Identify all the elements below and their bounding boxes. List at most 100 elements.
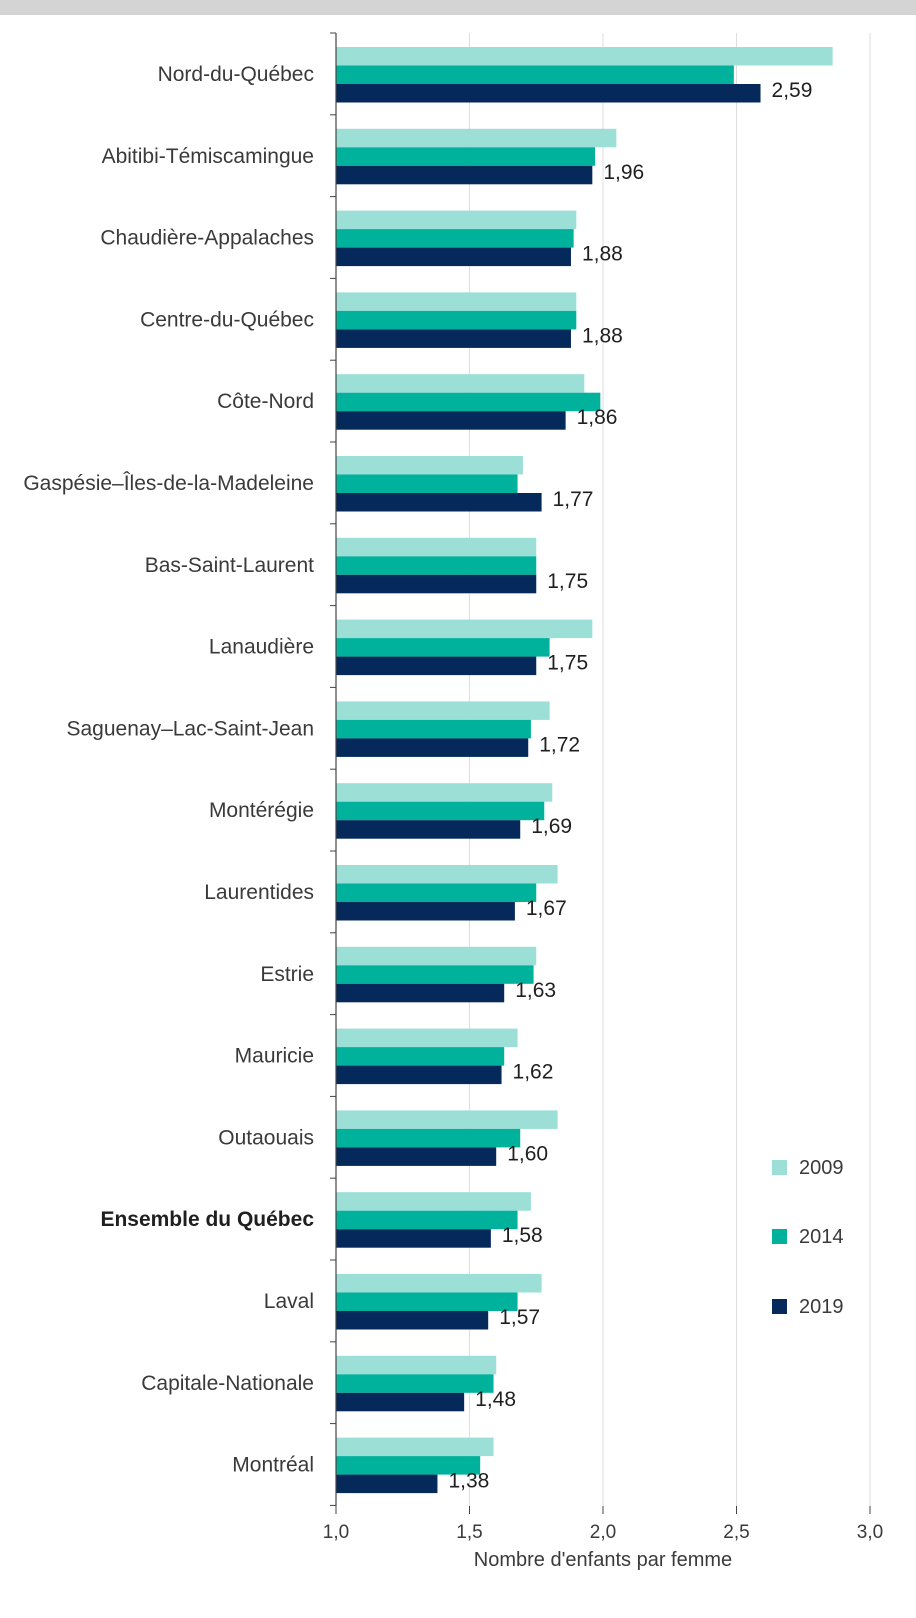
bar-2014	[336, 1456, 481, 1475]
bar-2009	[336, 783, 553, 802]
category-label: Laval	[264, 1290, 314, 1313]
bar-2014	[336, 1128, 521, 1148]
category-label: Laurentides	[204, 881, 314, 904]
category-label: Estrie	[260, 963, 314, 986]
bar-2009	[336, 47, 833, 66]
category-label: Gaspésie–Îles-de-la-Madeleine	[23, 472, 314, 495]
x-tick-label: 2,0	[590, 1522, 616, 1543]
bar-2019	[336, 411, 566, 430]
bar-2009	[336, 210, 577, 230]
legend-label: 2009	[799, 1157, 844, 1179]
bar-2009	[336, 1437, 494, 1457]
bar-2009	[336, 292, 577, 311]
value-label: 1,96	[603, 161, 644, 184]
bar-2009	[336, 374, 585, 393]
value-label: 1,88	[582, 324, 623, 347]
bar-2009	[336, 701, 550, 720]
bar-2009	[336, 1274, 542, 1293]
bar-2014	[336, 556, 537, 575]
bar-2019	[336, 1229, 491, 1248]
bar-2009	[336, 865, 558, 884]
category-label: Lanaudière	[209, 636, 314, 659]
category-label: Saguenay–Lac-Saint-Jean	[66, 717, 314, 740]
bar-2019	[336, 84, 761, 103]
category-label: Nord-du-Québec	[158, 63, 314, 86]
bar-2009	[336, 456, 523, 475]
category-label: Bas-Saint-Laurent	[145, 554, 314, 577]
value-label: 1,58	[502, 1224, 543, 1247]
bar-2009	[336, 1355, 497, 1375]
x-tick-label: 2,5	[723, 1522, 749, 1543]
value-label: 1,67	[526, 897, 567, 920]
legend-swatch-2009	[772, 1160, 787, 1175]
value-label: 1,60	[507, 1142, 548, 1165]
category-label: Outaouais	[218, 1126, 314, 1149]
category-label: Chaudière-Appalaches	[100, 227, 314, 250]
value-label: 1,48	[475, 1388, 516, 1411]
bar-2019	[336, 1474, 438, 1494]
bar-2019	[336, 574, 537, 594]
x-tick-label: 1,5	[456, 1522, 482, 1543]
value-label: 1,72	[539, 733, 580, 756]
category-label: Montréal	[232, 1454, 314, 1477]
bar-2009	[336, 619, 593, 639]
x-axis-title: Nombre d'enfants par femme	[474, 1549, 732, 1571]
bar-2014	[336, 638, 550, 657]
bar-2014	[336, 1292, 518, 1311]
value-label: 1,38	[448, 1470, 489, 1493]
value-label: 1,62	[513, 1061, 554, 1084]
bar-2009	[336, 1192, 531, 1211]
bar-2014	[336, 883, 537, 902]
bar-2019	[336, 493, 542, 512]
category-label: Ensemble du Québec	[100, 1208, 314, 1231]
category-label: Capitale-Nationale	[141, 1372, 314, 1395]
value-label: 1,57	[499, 1306, 540, 1329]
category-label: Côte-Nord	[217, 390, 314, 413]
bar-2014	[336, 1210, 518, 1230]
bar-2014	[336, 65, 734, 84]
category-label: Abitibi-Témiscamingue	[102, 145, 314, 168]
bar-2014	[336, 1047, 505, 1066]
bar-2009	[336, 537, 537, 557]
legend-swatch-2014	[772, 1229, 787, 1244]
bar-2019	[336, 329, 571, 348]
value-label: 1,69	[531, 815, 572, 838]
legend-label: 2019	[799, 1296, 844, 1318]
bar-2019	[336, 1147, 497, 1166]
bar-2019	[336, 1392, 465, 1412]
bar-2019	[336, 983, 505, 1003]
value-label: 1,86	[577, 406, 618, 429]
bar-2014	[336, 229, 574, 248]
bar-2009	[336, 1110, 558, 1129]
bar-2019	[336, 656, 537, 676]
bar-2019	[336, 1311, 489, 1330]
x-tick-label: 3,0	[857, 1522, 883, 1543]
bar-2009	[336, 1028, 518, 1048]
bar-2009	[336, 946, 537, 966]
bar-2014	[336, 474, 518, 493]
bar-2014	[336, 965, 534, 984]
bar-2014	[336, 719, 531, 739]
bar-2019	[336, 247, 571, 267]
category-label: Montérégie	[209, 799, 314, 822]
category-label: Centre-du-Québec	[140, 308, 314, 331]
value-label: 2,59	[772, 79, 813, 102]
bar-2014	[336, 801, 545, 821]
bar-2014	[336, 1374, 494, 1393]
x-tick-label: 1,0	[323, 1522, 349, 1543]
value-label: 1,63	[515, 979, 556, 1002]
legend-label: 2014	[799, 1226, 844, 1248]
bar-2014	[336, 147, 595, 166]
bar-2019	[336, 902, 515, 921]
bar-2009	[336, 128, 617, 148]
value-label: 1,88	[582, 243, 623, 266]
bar-2019	[336, 165, 593, 185]
top-decorative-bar	[0, 0, 916, 15]
bar-2019	[336, 1065, 502, 1085]
value-label: 1,75	[547, 652, 588, 675]
value-label: 1,75	[547, 570, 588, 593]
value-label: 1,77	[553, 488, 594, 511]
category-label: Mauricie	[235, 1045, 314, 1068]
bar-2014	[336, 392, 601, 412]
